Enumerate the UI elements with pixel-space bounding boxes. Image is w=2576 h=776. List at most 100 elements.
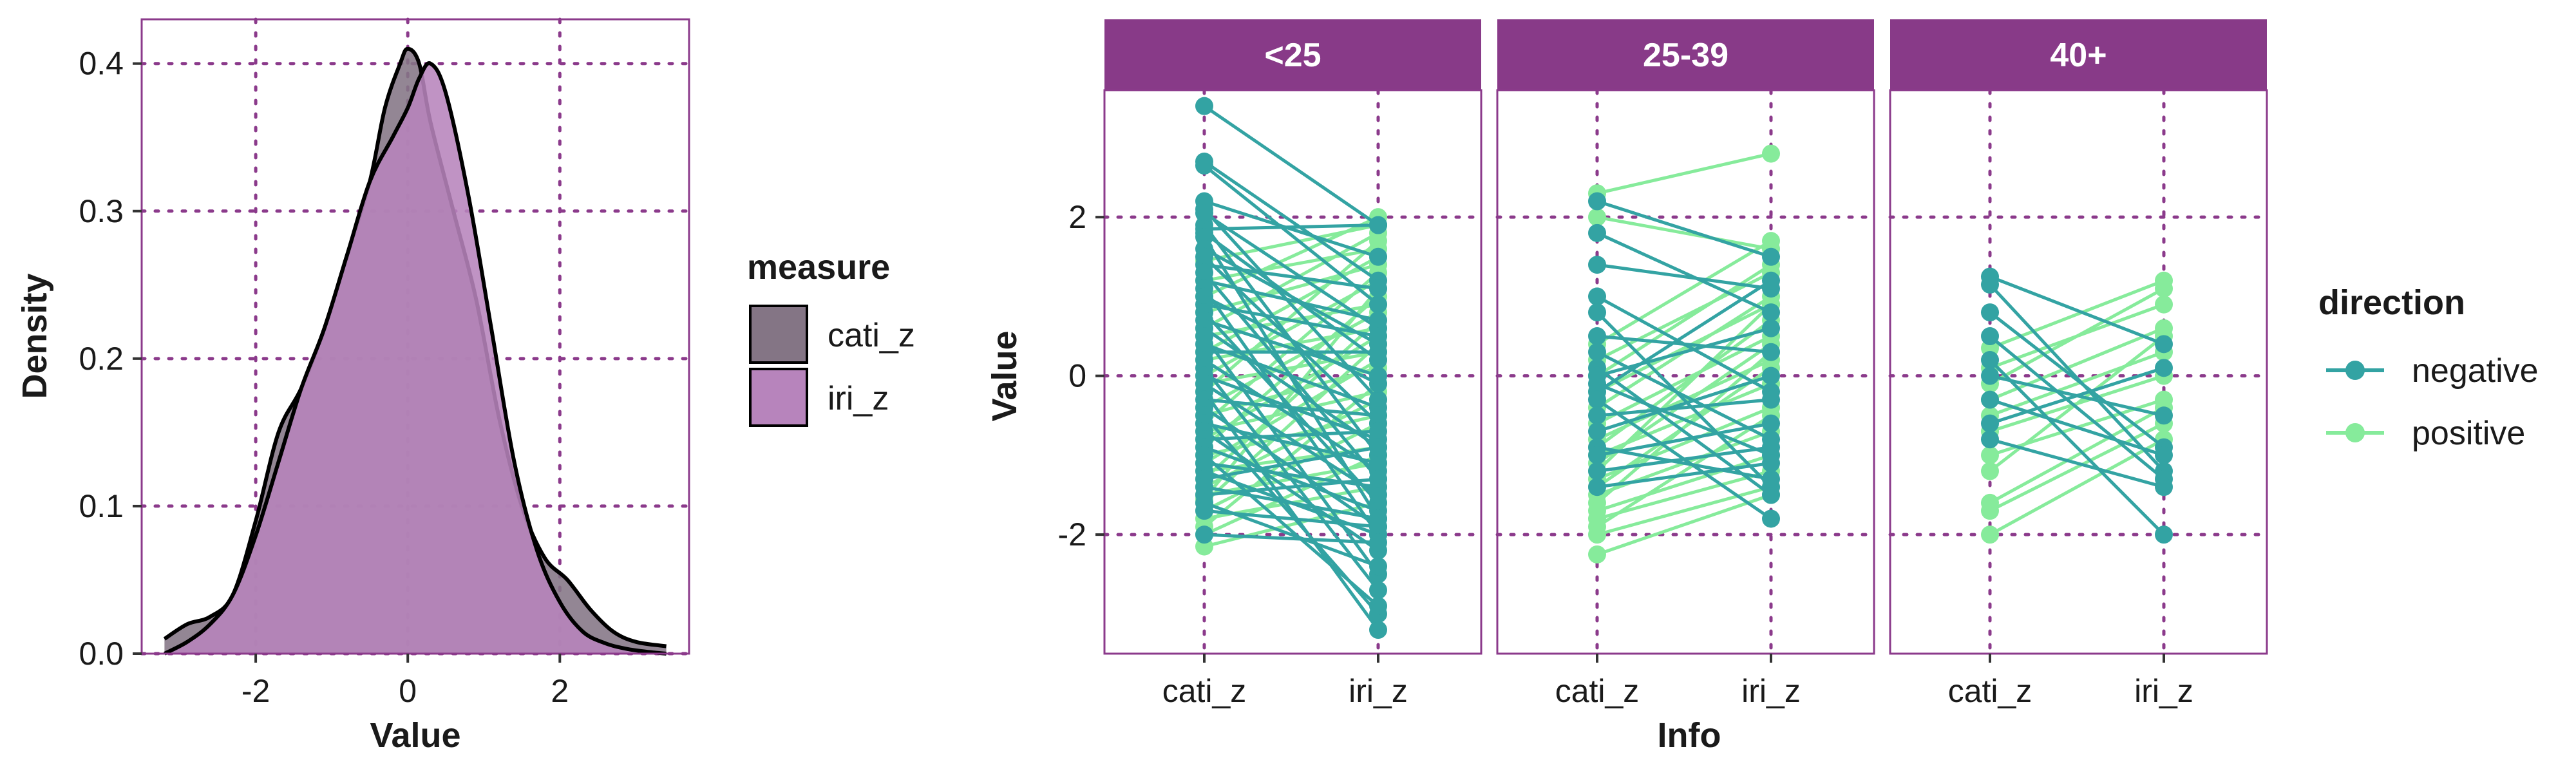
slope-point-negative: [1369, 438, 1387, 457]
slope-line-positive: [1203, 240, 1379, 393]
slope-point-negative: [1762, 366, 1780, 385]
density-x-tick-label: 2: [551, 673, 569, 709]
facet-x-tick-label: cati_z: [1948, 673, 2032, 709]
slope-point-negative: [1588, 223, 1606, 242]
slope-point-negative: [1369, 597, 1387, 616]
slope-y-axis-title: Value: [985, 330, 1024, 421]
slope-line-negative: [1204, 430, 1379, 441]
slope-point-positive: [1588, 208, 1606, 227]
legend-key-iri-z: [749, 368, 808, 427]
slope-point-negative: [1369, 406, 1387, 425]
slope-point-negative: [1369, 454, 1387, 473]
facet-lines: [1981, 267, 2173, 544]
facet-panel-1: <25 cati_z iri_z: [1103, 19, 1483, 709]
slope-line-positive: [1596, 414, 1772, 528]
density-areas: [163, 46, 667, 656]
facet-x-tick-label: iri_z: [1349, 673, 1408, 709]
facet-strip: [1497, 19, 1874, 90]
slope-point-negative: [1369, 517, 1387, 536]
slope-point-negative: [1195, 525, 1213, 544]
slope-line-positive: [1596, 271, 1772, 362]
slope-point-positive: [1588, 545, 1606, 563]
slope-chart: <25 cati_z iri_z 25-39 cati_z iri_z 40+ cati_z i…: [1103, 19, 2269, 709]
slope-line-negative: [1204, 343, 1379, 410]
density-area-iri-z: [164, 63, 667, 654]
legend-key-point-negative: [2345, 361, 2365, 380]
slope-point-negative: [1369, 581, 1387, 600]
facet-x-tick-label: iri_z: [1741, 673, 1801, 709]
slope-point-negative: [1588, 287, 1606, 306]
slope-point-positive: [1981, 462, 1999, 480]
slope-point-negative: [1762, 454, 1780, 473]
slope-line-negative: [1204, 279, 1379, 322]
slope-point-negative: [1762, 343, 1780, 361]
density-line-cati-z: [163, 46, 667, 648]
slope-point-negative: [1588, 256, 1606, 274]
facet-panel-border: [1889, 89, 2268, 655]
slope-line-positive: [1596, 493, 1772, 556]
facet-lines: [1588, 144, 1780, 563]
slope-point-negative: [1981, 351, 1999, 370]
slope-line-negative: [1596, 422, 1772, 457]
density-x-axis-title: Value: [370, 716, 460, 755]
slope-point-negative: [1981, 430, 1999, 449]
slope-line-positive: [1596, 215, 1772, 251]
slope-line-negative: [1204, 319, 1379, 378]
slope-line-positive: [1204, 247, 1379, 283]
slope-line-negative: [1596, 326, 1772, 378]
slope-line-negative: [1596, 446, 1772, 481]
legend-label-iri-z: iri_z: [828, 380, 889, 417]
direction-legend: direction negative positive: [2318, 283, 2539, 452]
slope-line-positive: [1989, 350, 2164, 417]
slope-point-positive: [1981, 525, 1999, 544]
density-y-ticks: 0.0 0.1 0.2 0.3 0.4: [79, 46, 142, 672]
facet-panel-3: 40+ cati_z iri_z: [1888, 19, 2269, 709]
slope-point-negative: [1369, 216, 1387, 234]
slope-point-negative: [1588, 303, 1606, 322]
slope-line-negative: [1596, 446, 1772, 473]
slope-line-positive: [1596, 240, 1772, 346]
slope-point-positive: [1369, 232, 1387, 251]
slope-point-negative: [1588, 343, 1606, 361]
slope-line-negative: [1989, 275, 2164, 346]
slope-point-negative: [2155, 406, 2173, 425]
slope-line-negative: [1204, 263, 1379, 290]
slope-point-negative: [1369, 533, 1387, 552]
slope-point-negative: [2155, 446, 2173, 464]
direction-legend-keys: [2326, 361, 2384, 442]
slope-line-positive: [1596, 485, 1772, 536]
density-x-ticks: -2 0 2: [242, 654, 569, 709]
slope-point-negative: [1588, 327, 1606, 346]
density-chart: -2 0 2 0.0 0.1 0.2 0.3 0.4 Value Density: [15, 17, 691, 755]
slope-line-positive: [1204, 501, 1379, 549]
slope-point-positive: [1588, 525, 1606, 544]
slope-point-negative: [1588, 406, 1606, 425]
slope-y-tick-label: -2: [1058, 516, 1086, 553]
slope-x-axis-title: Info: [1658, 716, 1721, 755]
slope-line-negative: [1596, 374, 1772, 433]
slope-line-negative: [1204, 398, 1379, 417]
slope-line-negative: [1203, 211, 1379, 330]
slope-line-negative: [1203, 104, 1379, 227]
slope-point-negative: [1762, 303, 1780, 322]
slope-point-negative: [1981, 414, 1999, 433]
slope-line-negative: [1989, 311, 2165, 449]
measure-legend-title: measure: [747, 248, 890, 287]
slope-line-negative: [1202, 335, 1380, 576]
slope-line-negative: [1203, 160, 1379, 282]
slope-point-negative: [1369, 557, 1387, 576]
slope-y-ticks: -2 0 2: [1058, 199, 1104, 553]
slope-line-negative: [1204, 477, 1379, 497]
slope-point-negative: [1369, 327, 1387, 346]
slope-point-negative: [1588, 390, 1606, 409]
slope-y-tick-label: 0: [1068, 358, 1086, 394]
slope-point-positive: [1762, 232, 1780, 251]
slope-point-negative: [1981, 275, 1999, 294]
facet-strip: [1104, 19, 1481, 90]
slope-line-negative: [1204, 509, 1379, 529]
slope-line-negative: [1596, 279, 1772, 393]
density-x-tick-label: 0: [399, 673, 417, 709]
legend-label-positive: positive: [2412, 415, 2525, 452]
legend-label-negative: negative: [2412, 352, 2539, 390]
slope-line-negative: [1989, 398, 2164, 457]
